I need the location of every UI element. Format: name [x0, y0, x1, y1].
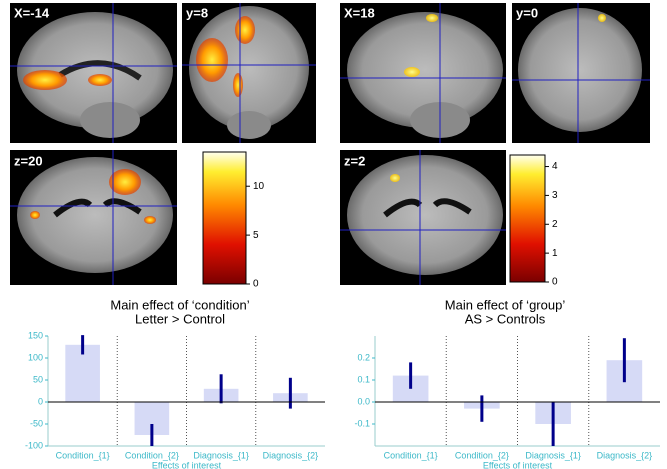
chart-subtitle: AS > Controls [465, 311, 546, 326]
x-tick-label: Diagnosis_{2} [263, 450, 319, 460]
colorbar-tick-label: 5 [253, 230, 259, 241]
x-tick-label: Condition_{2} [125, 450, 179, 460]
brain-panel-group: X=18 y=0 z=2 [340, 3, 650, 285]
chart-title: Main effect of ‘condition’ [110, 297, 249, 312]
x-tick-label: Diagnosis_{1} [525, 450, 581, 460]
x-axis-label: Effects of interest [152, 460, 222, 469]
chart-subtitle: Letter > Control [135, 311, 225, 326]
slice-label: X=18 [344, 5, 375, 20]
y-tick-label: 150 [28, 330, 43, 340]
y-tick-label: 100 [28, 352, 43, 362]
x-tick-label: Condition_{1} [56, 450, 110, 460]
colorbar [202, 151, 247, 285]
colorbar-tick-label: 1 [552, 248, 558, 259]
chart-title: Main effect of ‘group’ [445, 297, 566, 312]
colorbar [509, 154, 546, 283]
x-tick-label: Diagnosis_{1} [193, 450, 249, 460]
y-tick-label: 0.0 [357, 396, 370, 406]
slice-label: X=-14 [14, 5, 50, 20]
y-tick-label: -100 [25, 440, 43, 450]
brain-panel-condition: X=-14 y=8 z=20 [10, 3, 316, 285]
x-axis-label: Effects of interest [483, 460, 553, 469]
colorbar-tick-label: 0 [552, 277, 558, 288]
slice-label: z=20 [14, 153, 43, 168]
y-tick-label: -50 [30, 418, 43, 428]
colorbar-tick-label: 3 [552, 190, 558, 201]
colorbar-tick-label: 4 [552, 161, 558, 172]
x-tick-label: Condition_{2} [455, 450, 509, 460]
y-tick-label: 50 [33, 374, 43, 384]
slice-label: y=8 [186, 5, 208, 20]
y-tick-label: -0.1 [354, 418, 370, 428]
colorbar-tick-label: 0 [253, 279, 259, 290]
x-tick-label: Condition_{1} [384, 450, 438, 460]
y-tick-label: 0 [38, 396, 43, 406]
slice-label: z=2 [344, 153, 365, 168]
x-tick-label: Diagnosis_{2} [597, 450, 653, 460]
slice-label: y=0 [516, 5, 538, 20]
colorbar-tick-label: 10 [253, 181, 265, 192]
colorbar-tick-label: 2 [552, 219, 558, 230]
y-tick-label: 0.2 [357, 352, 370, 362]
y-tick-label: 0.1 [357, 374, 370, 384]
